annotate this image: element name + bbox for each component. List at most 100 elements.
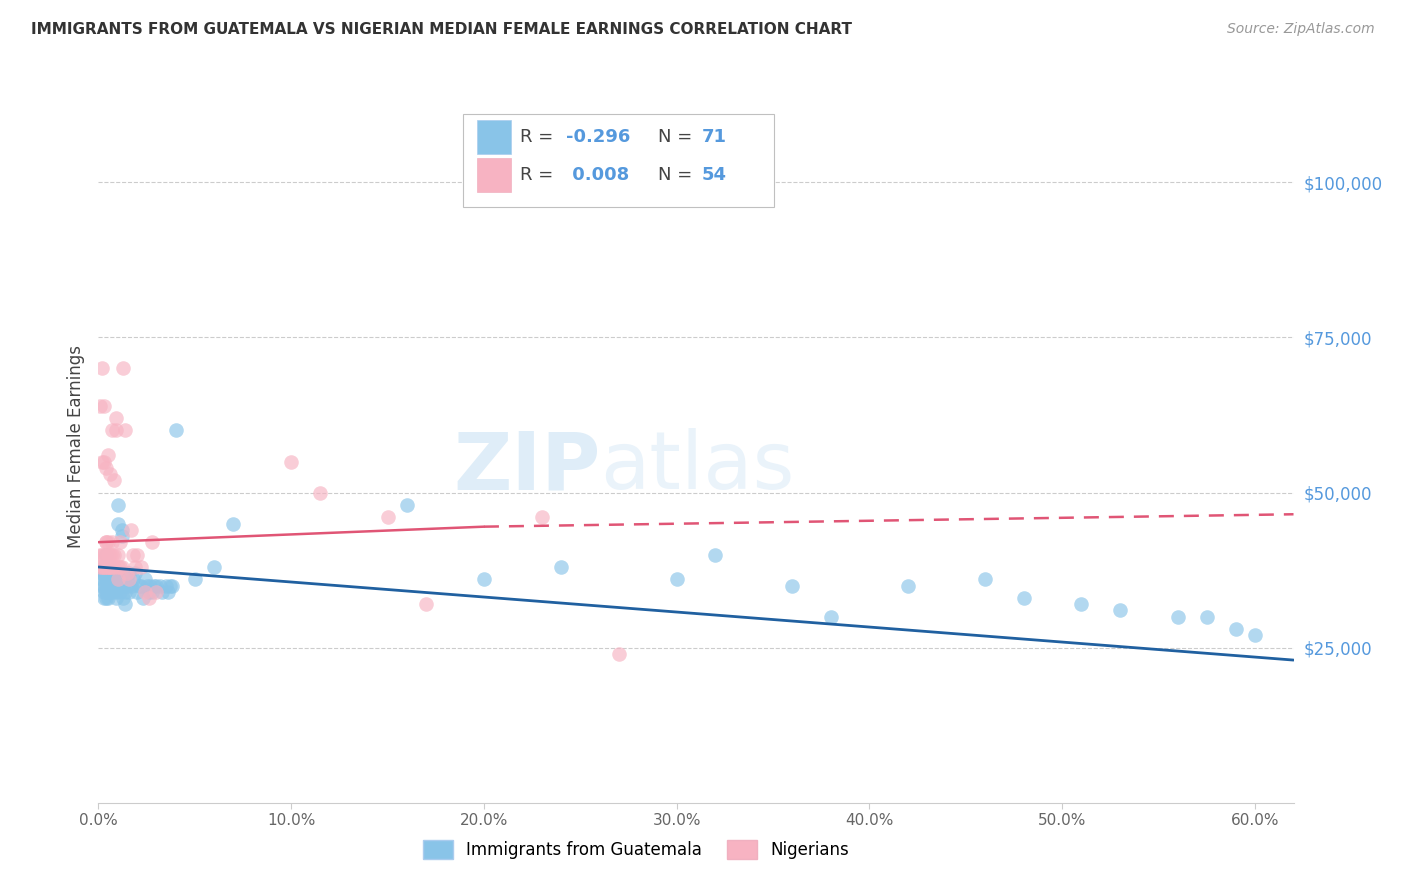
Point <box>138 591 160 605</box>
Point <box>98 560 121 574</box>
Point <box>94 460 117 475</box>
Point <box>110 529 132 543</box>
Point <box>309 485 332 500</box>
Point <box>202 560 225 574</box>
Point <box>94 584 117 599</box>
Point <box>104 424 127 438</box>
Point <box>156 584 179 599</box>
Point <box>93 560 115 574</box>
Point <box>93 579 115 593</box>
Point <box>98 560 121 574</box>
Point <box>120 579 142 593</box>
Point <box>665 573 688 587</box>
Point <box>1225 622 1247 636</box>
Point <box>94 591 117 605</box>
Point <box>91 454 114 468</box>
Point <box>110 560 132 574</box>
Point <box>134 573 156 587</box>
Point <box>89 560 111 574</box>
Point <box>89 566 111 581</box>
Point <box>94 548 117 562</box>
Point <box>118 584 141 599</box>
Text: ZIP: ZIP <box>453 428 600 507</box>
Point <box>472 573 495 587</box>
Text: 71: 71 <box>702 128 727 146</box>
Point <box>782 579 804 593</box>
Point <box>118 566 141 581</box>
Point <box>98 579 121 593</box>
Point <box>101 424 124 438</box>
Point <box>165 424 187 438</box>
Bar <box>477 158 510 192</box>
Point <box>98 573 121 587</box>
Point <box>91 566 114 581</box>
Point <box>112 591 135 605</box>
Point <box>101 535 124 549</box>
Text: 0.008: 0.008 <box>565 166 628 184</box>
Point <box>138 584 160 599</box>
Text: -0.296: -0.296 <box>565 128 630 146</box>
Point <box>98 467 121 481</box>
Point <box>91 573 114 587</box>
Point <box>94 535 117 549</box>
Point <box>107 498 129 512</box>
Point <box>159 579 181 593</box>
Y-axis label: Median Female Earnings: Median Female Earnings <box>66 344 84 548</box>
Text: N =: N = <box>658 166 697 184</box>
Point <box>550 560 572 574</box>
Point <box>93 591 115 605</box>
Text: atlas: atlas <box>600 428 794 507</box>
Point <box>114 424 136 438</box>
Point <box>112 579 135 593</box>
Point <box>1167 609 1189 624</box>
Point <box>155 579 177 593</box>
Point <box>97 448 120 462</box>
Point <box>108 573 131 587</box>
Point <box>107 548 129 562</box>
Point <box>134 584 156 599</box>
Point <box>94 573 117 587</box>
Point <box>103 473 125 487</box>
Point <box>94 579 117 593</box>
Point <box>94 535 117 549</box>
Point <box>108 584 131 599</box>
Point <box>103 566 125 581</box>
Point <box>128 579 150 593</box>
Point <box>117 573 139 587</box>
Point <box>91 579 114 593</box>
Point <box>101 573 124 587</box>
Point <box>93 560 115 574</box>
Point <box>122 573 145 587</box>
Point <box>141 584 163 599</box>
Point <box>110 523 132 537</box>
Point <box>280 454 302 468</box>
Point <box>89 548 111 562</box>
Point <box>91 361 114 376</box>
Point <box>122 548 145 562</box>
Point <box>184 573 207 587</box>
Point <box>97 584 120 599</box>
Point <box>117 579 139 593</box>
Point <box>108 535 131 549</box>
Point <box>897 579 920 593</box>
Point <box>107 573 129 587</box>
Point <box>820 609 842 624</box>
Point <box>1012 591 1035 605</box>
Point <box>93 548 115 562</box>
Point <box>1070 597 1092 611</box>
Point <box>395 498 418 512</box>
Point <box>124 566 146 581</box>
Text: 54: 54 <box>702 166 727 184</box>
Text: R =: R = <box>520 128 560 146</box>
Point <box>89 563 111 577</box>
Point <box>135 579 157 593</box>
Point <box>107 579 129 593</box>
Point <box>103 579 125 593</box>
Point <box>93 584 115 599</box>
Point <box>704 548 727 562</box>
Point <box>97 573 120 587</box>
Point <box>118 573 141 587</box>
Point <box>125 548 148 562</box>
Point <box>139 579 162 593</box>
Point <box>89 399 111 413</box>
